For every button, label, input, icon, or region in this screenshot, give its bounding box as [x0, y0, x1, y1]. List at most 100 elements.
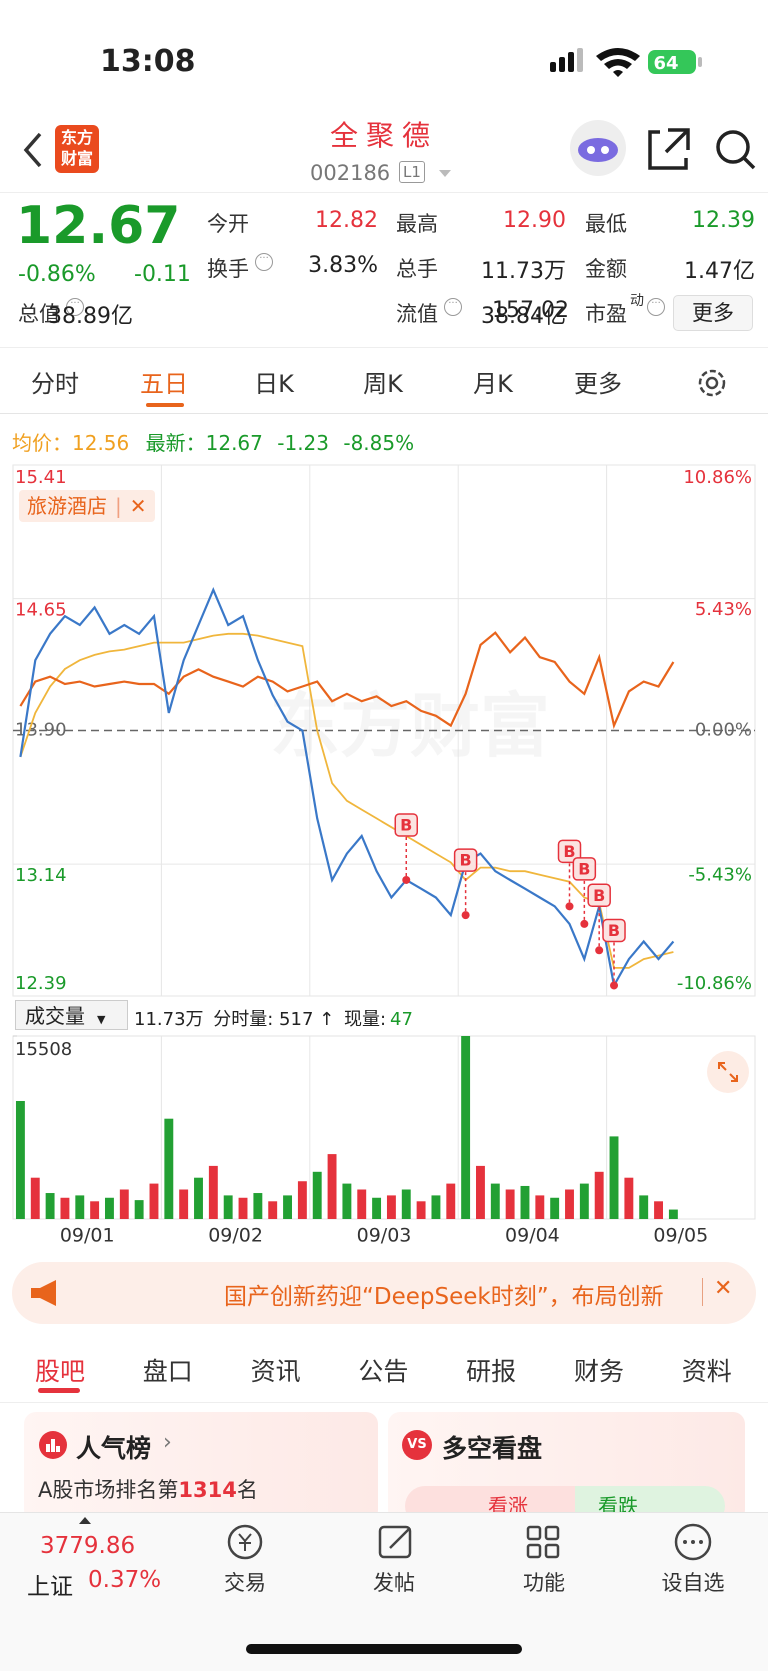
rank-post: 名 — [236, 1478, 258, 1502]
series-line — [19, 631, 675, 730]
tab[interactable]: 周K — [363, 370, 403, 398]
volume-bar — [476, 1165, 485, 1219]
tab[interactable]: 日K — [254, 370, 294, 398]
expand-icon[interactable] — [706, 1050, 750, 1094]
level-arrow — [439, 170, 451, 177]
marker-label: B — [460, 851, 472, 870]
divider — [0, 413, 768, 414]
nav-item[interactable]: 设自选 — [661, 1571, 725, 1595]
nav-item[interactable]: 交易 — [224, 1571, 266, 1595]
subtab[interactable]: 盘口 — [142, 1357, 193, 1386]
divider — [0, 1402, 768, 1403]
vs-icon: VS — [402, 1430, 432, 1460]
volume-select[interactable]: 成交量 ▼ — [15, 1000, 128, 1030]
divider — [0, 192, 768, 193]
volume-bar — [105, 1197, 114, 1219]
index-pct[interactable]: 0.37% — [88, 1567, 162, 1593]
volume-bar — [431, 1195, 441, 1219]
tab-underline — [146, 403, 184, 407]
field-label: 最低 — [585, 212, 627, 236]
tab[interactable]: 月K — [473, 370, 513, 398]
volume-bar — [238, 1197, 248, 1219]
volume-bar — [60, 1197, 70, 1219]
rank-title: 人气榜 — [76, 1434, 152, 1463]
tab[interactable]: 分时 — [31, 370, 79, 398]
marker-point — [580, 919, 589, 928]
field-sup: 动 — [630, 293, 644, 309]
industry-tag[interactable]: 旅游酒店 | ✕ — [19, 490, 155, 522]
index-value[interactable]: 3779.86 — [40, 1533, 136, 1559]
marker-point — [461, 911, 470, 920]
subtab[interactable]: 财务 — [573, 1357, 624, 1386]
subtab[interactable]: 资讯 — [250, 1357, 301, 1386]
field-value: 12.90 — [503, 208, 566, 233]
banner-text[interactable]: 国产创新药迎“DeepSeek时刻”，布局创新 — [224, 1284, 664, 1310]
tag-close[interactable]: ✕ — [129, 494, 147, 518]
volume-bar — [327, 1154, 337, 1219]
y2-tick-label: -5.43% — [688, 864, 752, 885]
rank-card[interactable] — [24, 1412, 378, 1522]
info-icon[interactable]: ··· — [66, 298, 84, 316]
field-label: 金额 — [585, 257, 627, 281]
subtab[interactable]: 公告 — [358, 1357, 409, 1386]
nav-item[interactable]: 发帖 — [373, 1571, 415, 1595]
logo[interactable]: 东方财富 — [55, 125, 99, 173]
info-icon[interactable]: ··· — [444, 298, 462, 316]
volume-now-label: 现量: — [343, 1009, 387, 1030]
more-button[interactable]: 更多 — [673, 295, 753, 331]
tab[interactable]: 五日 — [140, 370, 188, 398]
volume-bar — [505, 1189, 515, 1219]
change: -0.11 — [134, 262, 191, 287]
field-label: 总手 — [396, 257, 438, 281]
volume-bar — [223, 1195, 233, 1219]
banner-close[interactable]: ✕ — [714, 1276, 733, 1301]
tab[interactable]: 更多 — [574, 370, 622, 398]
marker-box — [587, 883, 611, 908]
level-badge[interactable]: L1 — [399, 161, 425, 183]
nav-item[interactable]: 功能 — [523, 1571, 565, 1595]
volume-bar — [268, 1201, 278, 1219]
subtab[interactable]: 研报 — [466, 1357, 517, 1386]
subtab[interactable]: 股吧 — [34, 1357, 85, 1386]
marker-box — [394, 813, 419, 837]
volume-info: 11.73万 分时量: 517 ↑ 现量: 47 — [134, 1005, 413, 1031]
volume-bar — [149, 1183, 159, 1219]
y-tick-label: 12.39 — [15, 973, 67, 994]
marker-box — [557, 839, 582, 864]
banner-sep — [702, 1278, 703, 1306]
status-time: 13:08 — [100, 44, 196, 79]
marker-box — [453, 848, 478, 872]
index-name[interactable]: 上证 — [27, 1574, 73, 1600]
volume-bar — [386, 1195, 396, 1219]
nav-icons — [227, 1523, 712, 1561]
header-icons[interactable] — [568, 120, 758, 180]
volume-bar — [179, 1189, 189, 1219]
marker-box — [572, 857, 597, 881]
price: 12.67 — [16, 196, 181, 256]
back-button[interactable] — [18, 130, 48, 170]
y2-tick-label: 0.00% — [695, 720, 752, 741]
info-icon[interactable]: ··· — [255, 253, 273, 271]
y2-tick-label: 10.86% — [683, 467, 752, 488]
volume-bar — [624, 1177, 634, 1219]
y2-tick-label: 5.43% — [695, 599, 752, 620]
vs-title: 多空看盘 — [442, 1434, 543, 1463]
x-tick-label: 09/04 — [505, 1225, 560, 1247]
volume-bar — [535, 1195, 545, 1219]
volume-bar — [639, 1195, 649, 1219]
volume-total: 11.73万 — [134, 1009, 204, 1030]
volume-bar — [565, 1189, 574, 1219]
chg: -1.23 — [277, 431, 329, 455]
field-label: 流值 — [396, 302, 438, 326]
subtab[interactable]: 资料 — [681, 1357, 732, 1386]
plot-frame — [12, 1035, 756, 1220]
volume-bar — [134, 1200, 144, 1219]
field-value: 157.02 — [492, 298, 569, 323]
field-label: 总值 — [18, 302, 60, 326]
marker-point — [402, 875, 411, 884]
news-banner[interactable] — [12, 1262, 756, 1324]
change-pct: -0.86% — [18, 262, 96, 287]
info-icon[interactable]: ··· — [647, 298, 665, 316]
settings-icon[interactable] — [695, 366, 729, 400]
